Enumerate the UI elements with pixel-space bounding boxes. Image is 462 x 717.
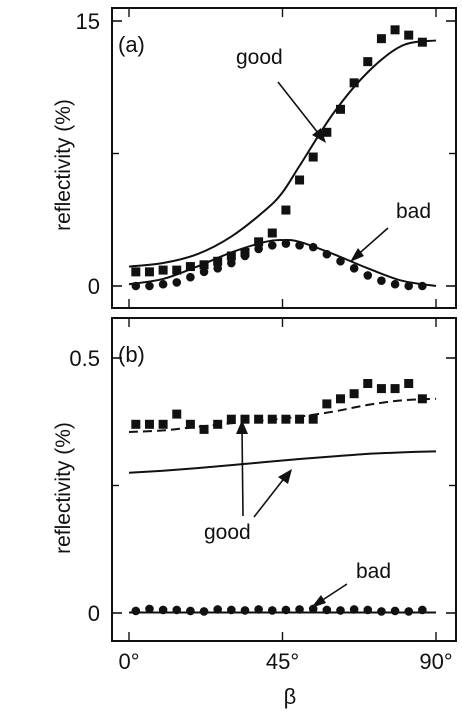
panel-a-circle-point (227, 258, 236, 268)
panel-b-square-point (404, 379, 414, 388)
panel-a-square-point (254, 237, 264, 247)
panel-a-circle-point (377, 276, 386, 286)
panel-b-square-point (240, 414, 250, 424)
panel-a-circle-point (158, 279, 168, 289)
panel-b-square-point (335, 394, 345, 404)
panel-b-square-point (363, 379, 373, 388)
panel-b-circle-point (390, 606, 400, 616)
panel-b-square-point (199, 424, 209, 434)
panel-b-square-point (185, 419, 195, 429)
panel-b-square-point (254, 414, 264, 424)
panel-a-circle-point (281, 239, 291, 248)
panel-a-frame (111, 7, 457, 309)
panel-a-ylabel: reflectivity (%) (52, 99, 75, 231)
panel-b-good-arrow-1 (241, 427, 244, 517)
panel-b-square-point (322, 399, 332, 409)
panel-a-bad-label: bad (396, 200, 431, 223)
panel-b-square-point (376, 384, 386, 394)
panel-a-circle-point (213, 264, 222, 273)
panel-a-square-point (281, 205, 291, 215)
panel-a-good-arrow (277, 81, 323, 139)
panel-b-circle-point (199, 607, 209, 616)
panel-b-square-point (295, 414, 305, 424)
panel-b-bad-arrowhead (311, 595, 326, 608)
panel-b-curve-1 (128, 397, 437, 433)
panel-a-bad-arrowhead (350, 248, 364, 262)
panel-b-square-point (158, 419, 168, 429)
panel-b-good-label: good (204, 521, 251, 544)
panel-a-circle-point (390, 279, 400, 289)
panel-b-circle-point (404, 607, 414, 616)
panel-b-ytick-label: 0 (88, 601, 100, 626)
panel-a-circle-point (145, 281, 154, 291)
panel-a-label: (a) (118, 32, 145, 57)
x-tick-label: 90° (419, 649, 452, 674)
panel-a-circle-point (349, 264, 359, 273)
panel-a-square-point (226, 251, 236, 261)
panel-a-ytick-label: 15 (76, 9, 100, 34)
panel-b-curve-2 (128, 450, 437, 474)
panel-b-square-point (226, 414, 236, 424)
panel-b-label: (b) (118, 342, 145, 367)
panel-a-square-point (267, 228, 277, 238)
panel-b-circle-point (145, 604, 154, 614)
panel-a-circle-point (199, 267, 209, 277)
panel-a-circle-point (186, 272, 195, 282)
panel-a-square-point (185, 262, 195, 272)
panel-a-curve-2 (128, 39, 437, 268)
panel-a-square-point (213, 256, 223, 266)
panel-a-square-point (131, 267, 141, 277)
panel-a-square-point (335, 104, 345, 114)
panel-b-circle-point (186, 606, 195, 616)
panel-a-circle-point (363, 271, 373, 280)
panel-a-square-point (390, 25, 400, 35)
panel-b-bad-label: bad (356, 560, 391, 583)
panel-a-square-point (376, 34, 386, 44)
panel-a-circle-point (240, 251, 250, 261)
panel-a-circle-point (336, 256, 345, 266)
panel-a-square-point (363, 57, 373, 67)
panel-b-good-arrowhead-1 (236, 420, 248, 434)
panel-b-square-point (390, 384, 400, 394)
panel-b-circle-point (308, 604, 318, 614)
panel-b-square-point (172, 409, 182, 419)
panel-a-circle-point (172, 278, 182, 287)
panel-a-square-point (404, 30, 414, 40)
panel-b-square-point (349, 389, 359, 399)
panel-a-square-point (295, 175, 305, 185)
panel-a-circle-point (254, 244, 263, 254)
panel-b-good-arrowhead-2 (278, 469, 292, 484)
panel-a-square-point (172, 265, 182, 275)
x-axis-title: β (284, 684, 297, 709)
panel-a-square-point (322, 127, 332, 137)
panel-a-ytick-label: 0 (88, 274, 100, 299)
panel-b-frame (111, 317, 457, 642)
panel-b-good-arrow-2 (253, 475, 287, 518)
x-tick-label: 45° (266, 649, 299, 674)
panel-b-square-point (144, 419, 154, 429)
panel-a-curve-3 (128, 239, 437, 287)
panel-b-circle-point (377, 607, 386, 616)
panel-a-square-point (308, 152, 318, 162)
panel-a-circle-point (404, 281, 414, 291)
panel-b-square-point (131, 419, 141, 429)
panel-b-square-point (308, 414, 318, 424)
panel-a-good-label: good (236, 46, 283, 69)
panel-b-ytick-label: 0.5 (69, 346, 100, 371)
panel-a-square-point (144, 267, 154, 277)
panel-b-ylabel: reflectivity (%) (52, 422, 75, 554)
panel-a-circle-point (267, 241, 277, 250)
panel-a-square-point (158, 265, 168, 275)
panel-a-square-point (349, 78, 359, 88)
panel-b-circle-point (131, 606, 141, 616)
x-tick-label: 0° (118, 649, 139, 674)
